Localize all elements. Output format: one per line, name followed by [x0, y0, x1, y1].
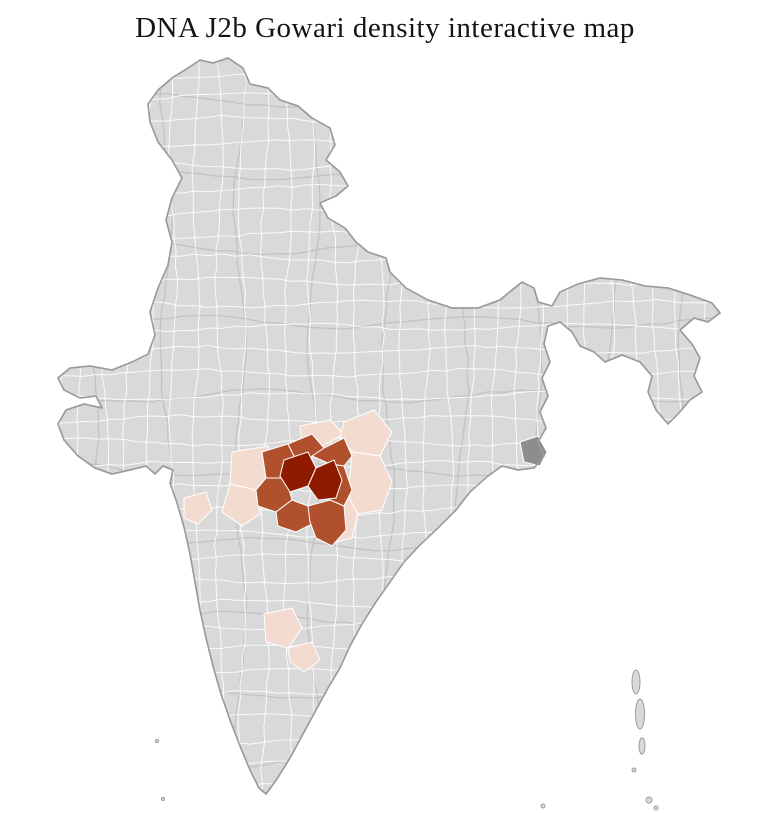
district[interactable] [307, 459, 343, 501]
island-dot [161, 797, 165, 801]
state-boundary-line [58, 93, 720, 108]
district-boundary-line [558, 58, 570, 794]
island-dot [645, 796, 653, 804]
district-boundary-line [719, 58, 720, 794]
map-title: DNA J2b Gowari density interactive map [135, 12, 635, 44]
district-boundary-line [58, 298, 720, 309]
district[interactable] [519, 435, 548, 467]
island-dot [540, 803, 546, 809]
district-boundary-line [651, 58, 662, 794]
district[interactable] [307, 499, 347, 547]
district-boundary-line [58, 161, 720, 171]
island-dot [155, 739, 159, 743]
district-boundary-line [58, 69, 720, 79]
india-outline [57, 57, 721, 795]
district-boundary-line [58, 114, 720, 126]
district-boundary-line [58, 713, 720, 724]
district[interactable] [263, 607, 303, 649]
district-boundary-line [674, 58, 684, 794]
state-boundary-line [58, 684, 720, 700]
district[interactable] [221, 483, 261, 527]
state-boundary-line [58, 166, 720, 181]
district-boundary-line [58, 644, 720, 655]
district-boundary-line [58, 322, 720, 333]
district-boundary-line [260, 58, 271, 794]
andaman-island[interactable] [635, 698, 645, 730]
island-dot [653, 805, 659, 811]
state-boundary-line [58, 610, 720, 626]
district-boundary-line [58, 621, 720, 631]
district-boundary-line [213, 58, 225, 794]
district-boundary-line [58, 230, 720, 241]
district-boundary-line [605, 58, 616, 794]
india-landmass[interactable] [57, 57, 721, 795]
state-boundary-line [602, 58, 618, 792]
district-boundary-line [58, 736, 720, 747]
district-boundary-line [58, 183, 720, 195]
state-boundary-line [58, 240, 720, 256]
district-boundary-line [58, 92, 720, 102]
district-boundary-line [58, 138, 720, 149]
district[interactable] [183, 491, 213, 525]
district-boundary-line [237, 58, 248, 794]
district-boundary-line [58, 253, 720, 264]
islands [155, 669, 659, 811]
district-boundary-line [696, 58, 707, 794]
island-dot [631, 767, 637, 773]
district-boundary-line [58, 207, 720, 217]
andaman-island[interactable] [631, 669, 641, 695]
district-boundary-line [58, 344, 720, 355]
district[interactable] [287, 641, 321, 673]
district-boundary-line [58, 598, 720, 609]
state-boundary-line [676, 58, 692, 792]
andaman-island[interactable] [638, 737, 646, 755]
district-boundary-line [58, 781, 720, 793]
district-boundary-line [282, 58, 293, 794]
district-boundary-line [582, 58, 593, 794]
density-cluster [183, 409, 548, 673]
state-boundary-line [58, 758, 720, 774]
district-boundary-line [58, 758, 720, 769]
